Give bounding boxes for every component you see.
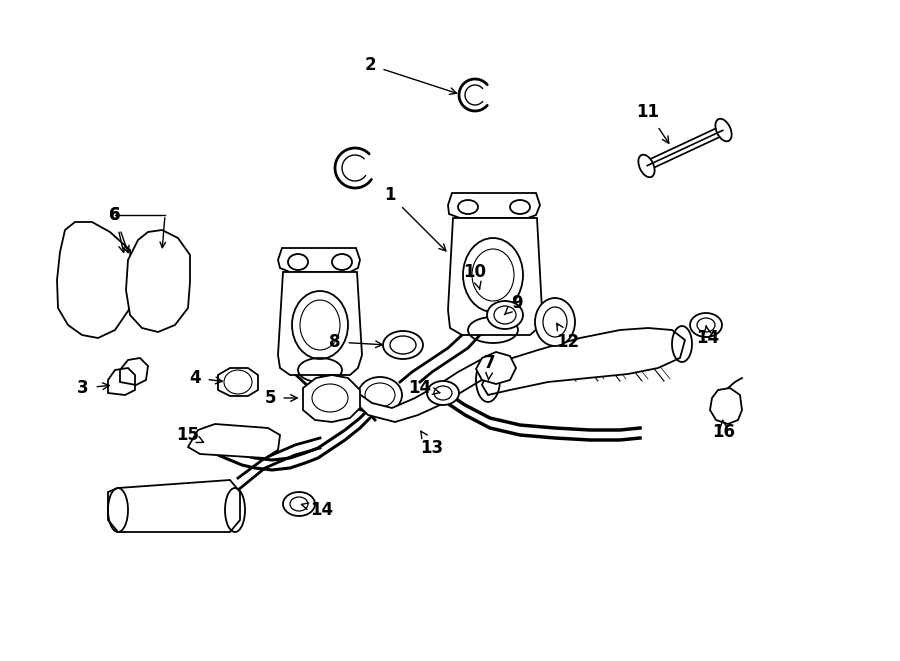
Ellipse shape	[716, 119, 732, 141]
Text: 1: 1	[384, 186, 446, 251]
Polygon shape	[358, 360, 490, 422]
Text: 16: 16	[713, 420, 735, 441]
Text: 6: 6	[109, 206, 125, 253]
Text: 6: 6	[109, 206, 129, 253]
Text: 9: 9	[504, 294, 523, 315]
Ellipse shape	[638, 155, 654, 177]
Ellipse shape	[283, 492, 315, 516]
Polygon shape	[278, 272, 362, 375]
Text: 11: 11	[636, 103, 669, 143]
Text: 7: 7	[484, 354, 496, 380]
Text: 13: 13	[420, 431, 444, 457]
Polygon shape	[303, 375, 360, 422]
Polygon shape	[57, 222, 132, 338]
Polygon shape	[278, 248, 360, 272]
Text: 2: 2	[364, 56, 456, 95]
Polygon shape	[476, 352, 516, 384]
Ellipse shape	[690, 313, 722, 337]
Ellipse shape	[487, 301, 523, 329]
Text: 14: 14	[302, 501, 334, 519]
Text: 12: 12	[556, 323, 580, 351]
Text: 15: 15	[176, 426, 203, 444]
Ellipse shape	[358, 377, 402, 413]
Text: 14: 14	[409, 379, 440, 397]
Text: 10: 10	[464, 263, 487, 290]
Ellipse shape	[427, 381, 459, 405]
Text: 4: 4	[189, 369, 222, 387]
Text: 8: 8	[329, 333, 382, 351]
Ellipse shape	[383, 331, 423, 359]
Text: 3: 3	[77, 379, 109, 397]
Polygon shape	[448, 193, 540, 218]
Polygon shape	[188, 424, 280, 458]
Text: 14: 14	[697, 326, 720, 347]
Polygon shape	[448, 218, 542, 335]
Ellipse shape	[535, 298, 575, 346]
Text: 5: 5	[265, 389, 297, 407]
Polygon shape	[108, 480, 240, 532]
Polygon shape	[482, 328, 685, 395]
Polygon shape	[126, 230, 190, 332]
